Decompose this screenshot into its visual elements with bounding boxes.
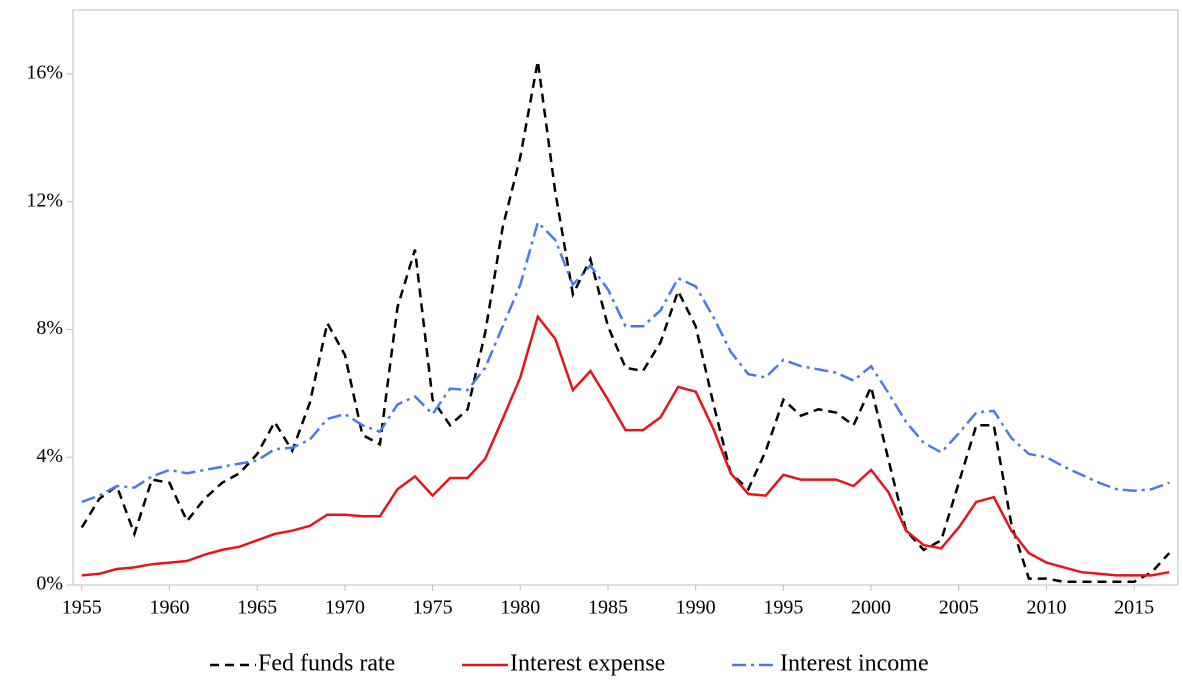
x-tick-label: 2000 <box>851 597 891 619</box>
x-tick-label: 2015 <box>1114 597 1154 619</box>
y-tick-label: 0% <box>36 573 63 595</box>
x-tick-label: 1965 <box>237 597 277 619</box>
x-tick-label: 1995 <box>763 597 803 619</box>
x-tick-label: 1990 <box>676 597 716 619</box>
legend-label: Fed funds rate <box>258 651 395 677</box>
y-tick-label: 4% <box>36 445 63 467</box>
y-tick-label: 16% <box>26 61 63 83</box>
x-tick-label: 1960 <box>149 597 189 619</box>
x-tick-label: 1975 <box>413 597 453 619</box>
legend-label: Interest income <box>780 651 929 677</box>
plot-frame <box>72 9 1179 586</box>
series-line <box>81 219 1170 504</box>
x-tick-label: 1970 <box>325 597 365 619</box>
x-tick-label: 2005 <box>939 597 979 619</box>
series-line <box>80 60 1171 584</box>
y-tick-label: 12% <box>26 189 63 211</box>
x-tick-label: 2010 <box>1026 597 1066 619</box>
x-tick-label: 1980 <box>500 597 540 619</box>
x-tick-label: 1955 <box>62 597 102 619</box>
series-line <box>81 314 1170 577</box>
x-tick-label: 1985 <box>588 597 628 619</box>
y-tick-label: 8% <box>36 317 63 339</box>
legend-label: Interest expense <box>510 651 665 677</box>
